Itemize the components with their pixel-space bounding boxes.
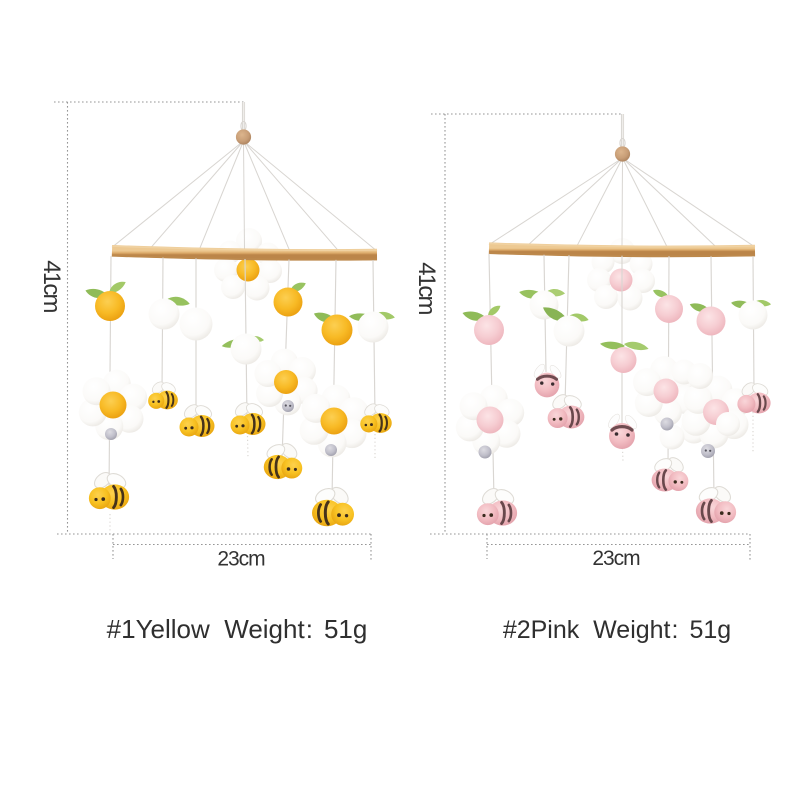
svg-text:23cm: 23cm xyxy=(592,547,640,570)
svg-text:41cm: 41cm xyxy=(413,262,440,314)
svg-text:41cm: 41cm xyxy=(38,260,65,312)
svg-text:#1Yellow Weight:51g: #1Yellow Weight: 51g xyxy=(107,614,368,644)
svg-text:#2Pink Weight:51g: #2Pink Weight: 51g xyxy=(503,616,731,644)
svg-text:23cm: 23cm xyxy=(217,548,265,571)
